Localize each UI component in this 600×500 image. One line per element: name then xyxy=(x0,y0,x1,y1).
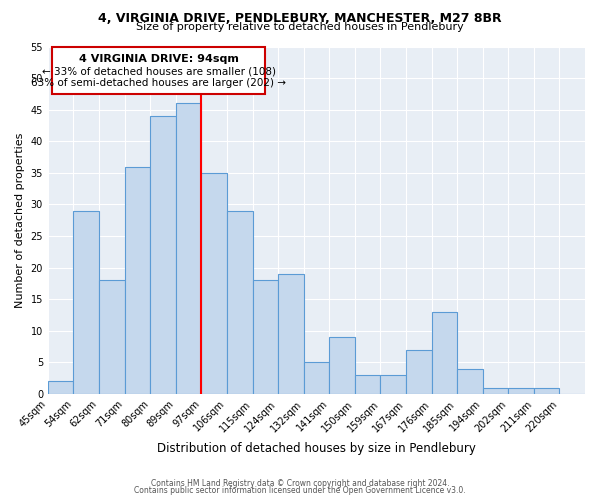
Bar xyxy=(253,280,278,394)
Bar xyxy=(48,382,73,394)
Bar xyxy=(73,210,99,394)
Bar xyxy=(227,210,253,394)
Bar xyxy=(329,337,355,394)
Bar xyxy=(431,312,457,394)
Text: 63% of semi-detached houses are larger (202) →: 63% of semi-detached houses are larger (… xyxy=(31,78,286,88)
Text: Contains public sector information licensed under the Open Government Licence v3: Contains public sector information licen… xyxy=(134,486,466,495)
Bar xyxy=(125,166,150,394)
Bar xyxy=(457,368,482,394)
Bar xyxy=(380,375,406,394)
Bar xyxy=(99,280,125,394)
Bar xyxy=(534,388,559,394)
Bar xyxy=(304,362,329,394)
Bar xyxy=(202,173,227,394)
Bar xyxy=(278,274,304,394)
Text: 4 VIRGINIA DRIVE: 94sqm: 4 VIRGINIA DRIVE: 94sqm xyxy=(79,54,238,64)
Bar xyxy=(482,388,508,394)
Bar xyxy=(355,375,380,394)
Bar xyxy=(150,116,176,394)
Bar xyxy=(176,104,202,394)
X-axis label: Distribution of detached houses by size in Pendlebury: Distribution of detached houses by size … xyxy=(157,442,476,455)
Text: ← 33% of detached houses are smaller (108): ← 33% of detached houses are smaller (10… xyxy=(41,66,275,76)
Bar xyxy=(508,388,534,394)
Text: Contains HM Land Registry data © Crown copyright and database right 2024.: Contains HM Land Registry data © Crown c… xyxy=(151,478,449,488)
Bar xyxy=(406,350,431,394)
Y-axis label: Number of detached properties: Number of detached properties xyxy=(15,132,25,308)
FancyBboxPatch shape xyxy=(52,46,265,94)
Text: 4, VIRGINIA DRIVE, PENDLEBURY, MANCHESTER, M27 8BR: 4, VIRGINIA DRIVE, PENDLEBURY, MANCHESTE… xyxy=(98,12,502,26)
Text: Size of property relative to detached houses in Pendlebury: Size of property relative to detached ho… xyxy=(136,22,464,32)
